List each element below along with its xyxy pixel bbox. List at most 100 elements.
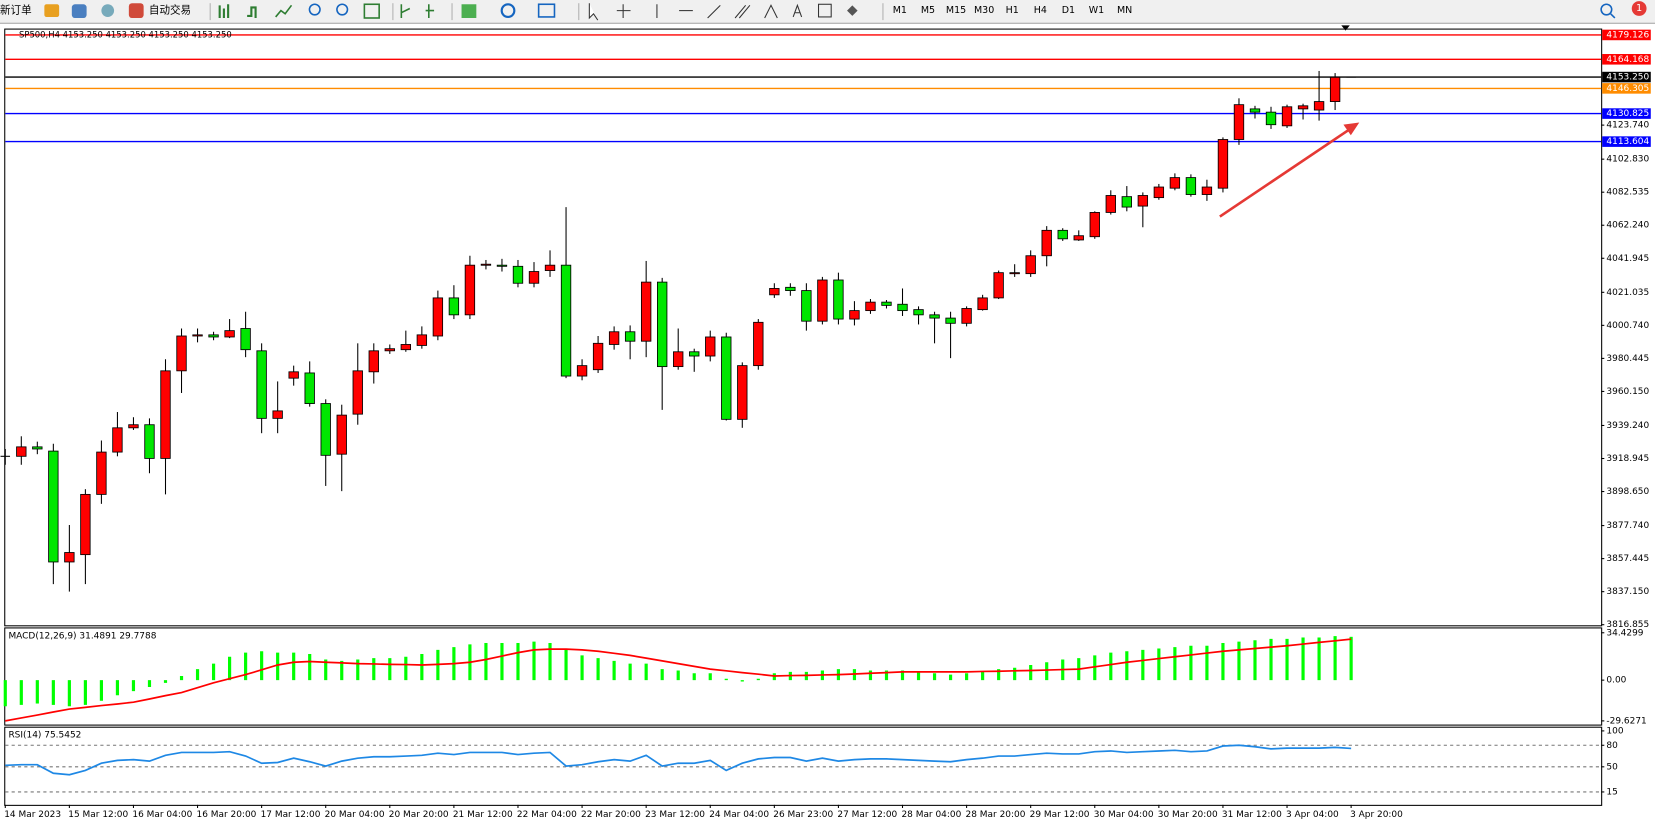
timeframe-label[interactable]: D1 <box>1062 5 1075 16</box>
macd-bar <box>115 680 120 696</box>
search-icon[interactable] <box>1600 3 1613 16</box>
price-level-label: 4130.825 <box>1606 109 1649 119</box>
macd-bar <box>548 642 552 681</box>
line-chart-icon[interactable] <box>275 4 293 18</box>
macd-bar <box>324 659 328 681</box>
auto-trading-icon[interactable] <box>128 3 144 18</box>
candle-body <box>865 301 876 312</box>
indicator-title: RSI(14) 75.5452 <box>8 731 81 741</box>
candle-body <box>192 334 203 337</box>
macd-bar <box>1013 667 1017 681</box>
candle-chart-icon[interactable] <box>247 6 257 18</box>
macd-bar <box>35 680 39 704</box>
x-tick-label: 22 Mar 04:00 <box>517 810 577 820</box>
cursor-icon[interactable] <box>588 3 599 21</box>
indicators-icon[interactable] <box>461 4 477 18</box>
bar-chart-icon[interactable] <box>218 4 230 18</box>
channel-icon[interactable] <box>734 4 751 19</box>
annotation-arrow <box>1219 128 1350 218</box>
trendline-icon[interactable] <box>707 4 721 19</box>
data-window-icon[interactable] <box>71 4 87 18</box>
candle-body <box>560 264 572 377</box>
zoom-out-icon[interactable] <box>336 3 349 16</box>
x-tick-label: 24 Mar 04:00 <box>709 810 769 820</box>
y-tick-label: 34.4299 <box>1606 628 1643 638</box>
macd-bar <box>708 673 712 681</box>
x-tick-label: 31 Mar 12:00 <box>1222 810 1282 820</box>
candle-body <box>432 297 444 337</box>
shapes-icon[interactable] <box>847 5 858 16</box>
macd-bar <box>756 678 760 681</box>
rsi-line <box>5 744 1352 776</box>
macd-bar <box>948 674 953 681</box>
new-order-button[interactable]: 新订单 <box>0 4 32 17</box>
notification-badge[interactable] <box>1631 1 1647 16</box>
y-tick-label: 3980.445 <box>1606 354 1649 364</box>
timeframe-label[interactable]: M5 <box>921 5 935 16</box>
macd-bar <box>276 652 280 681</box>
candle-body <box>16 446 27 457</box>
text-icon[interactable] <box>792 3 803 18</box>
y-tick-label: 3816.855 <box>1606 620 1649 630</box>
candle-body <box>32 446 43 450</box>
timeframe-label[interactable]: M15 <box>946 5 966 16</box>
macd-bar <box>1157 648 1161 681</box>
x-tick-label: 20 Mar 04:00 <box>325 810 385 820</box>
label-icon[interactable] <box>817 3 832 18</box>
y-tick-label: 4021.035 <box>1606 288 1649 298</box>
candle-body <box>96 451 107 495</box>
macd-bar <box>99 680 103 701</box>
candle-body <box>528 271 540 284</box>
navigator-icon[interactable] <box>101 4 115 17</box>
tile-icon[interactable] <box>363 3 380 19</box>
y-tick-label: 4000.740 <box>1606 321 1649 331</box>
price-level-label: 4113.604 <box>1606 137 1649 147</box>
macd-bar <box>1237 641 1241 681</box>
fibo-icon[interactable] <box>764 4 778 19</box>
candle-body <box>320 403 331 456</box>
shift-icon[interactable] <box>425 4 435 18</box>
candle-body <box>785 286 796 292</box>
candle-body <box>464 264 476 316</box>
y-tick-label: 3877.740 <box>1606 521 1649 531</box>
y-tick-label: 3918.945 <box>1606 454 1649 464</box>
auto-trading-button[interactable]: 自动交易 <box>149 4 191 17</box>
indicator-title: MACD(12,26,9) 31.4891 29.7788 <box>8 631 156 641</box>
macd-bar <box>179 676 184 681</box>
timeframe-label[interactable]: MN <box>1117 5 1132 16</box>
candle-body <box>1121 196 1132 208</box>
timeframe-label[interactable]: M30 <box>974 5 994 16</box>
candle-body <box>112 427 123 453</box>
macd-bar <box>195 669 200 681</box>
y-tick-label: 3837.150 <box>1606 587 1649 597</box>
macd-bar <box>868 670 873 681</box>
macd-bar <box>1349 636 1353 681</box>
timeframe-label[interactable]: H4 <box>1034 5 1047 16</box>
macd-bar <box>1093 655 1097 681</box>
macd-bar <box>340 660 344 681</box>
timeframe-label[interactable]: W1 <box>1089 5 1104 16</box>
macd-bar <box>1301 637 1305 681</box>
candle-body <box>769 288 780 296</box>
candle-body <box>288 371 299 379</box>
candle-body <box>176 335 187 372</box>
candle-body <box>64 552 75 563</box>
market-watch-icon[interactable] <box>44 4 60 17</box>
candle-body <box>1185 177 1197 195</box>
candle-body <box>608 331 620 345</box>
price-level-label: 4153.250 <box>1606 73 1649 83</box>
periods-icon[interactable] <box>500 3 516 18</box>
timeframe-label[interactable]: H1 <box>1006 5 1019 16</box>
crosshair-icon[interactable] <box>616 4 631 18</box>
macd-bar <box>1269 638 1273 681</box>
candle-body <box>368 350 379 373</box>
candle-body <box>576 365 588 377</box>
scroll-icon[interactable] <box>400 4 411 18</box>
y-tick-label: -29.6271 <box>1606 716 1646 726</box>
timeframe-label[interactable]: M1 <box>893 5 907 16</box>
annotation-arrowhead <box>1343 122 1360 136</box>
templates-icon[interactable] <box>537 3 556 18</box>
y-tick-label: 100 <box>1606 726 1623 736</box>
zoom-in-icon[interactable] <box>308 3 321 16</box>
